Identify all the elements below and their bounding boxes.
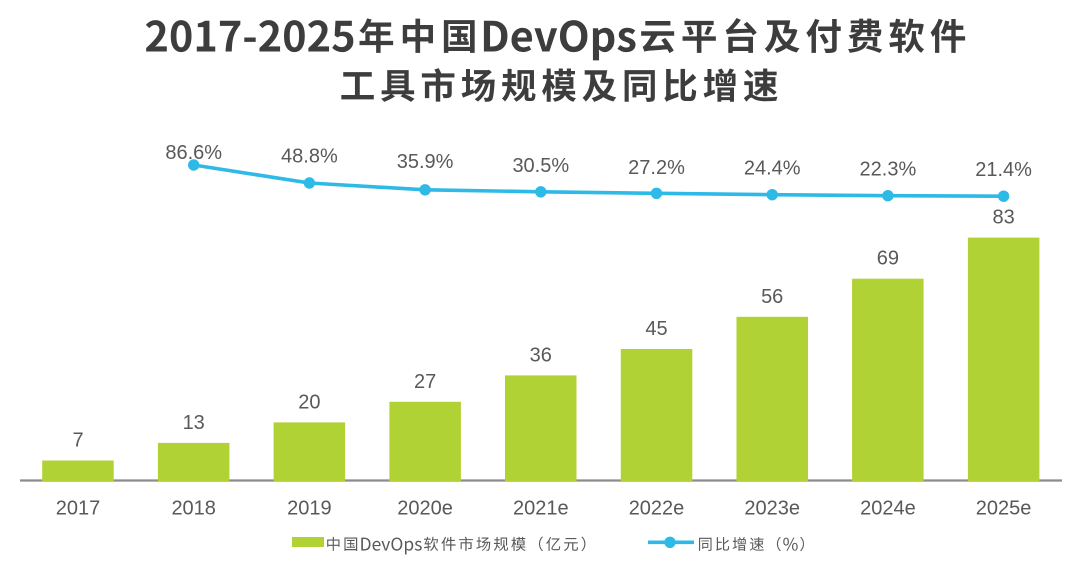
svg-text:2024e: 2024e bbox=[860, 497, 916, 519]
svg-text:56: 56 bbox=[761, 286, 783, 308]
svg-text:2019: 2019 bbox=[287, 497, 332, 519]
svg-text:13: 13 bbox=[183, 412, 205, 434]
svg-text:45: 45 bbox=[645, 318, 667, 340]
svg-text:2018: 2018 bbox=[171, 497, 216, 519]
svg-text:27.2%: 27.2% bbox=[628, 157, 685, 179]
svg-text:35.9%: 35.9% bbox=[397, 151, 454, 173]
svg-text:2025e: 2025e bbox=[976, 497, 1032, 519]
svg-text:27: 27 bbox=[414, 371, 436, 393]
svg-text:21.4%: 21.4% bbox=[975, 159, 1032, 181]
svg-text:30.5%: 30.5% bbox=[512, 155, 569, 177]
svg-text:69: 69 bbox=[877, 248, 899, 270]
svg-text:2021e: 2021e bbox=[513, 497, 569, 519]
svg-text:20: 20 bbox=[298, 391, 320, 413]
svg-text:2023e: 2023e bbox=[744, 497, 800, 519]
svg-text:2022e: 2022e bbox=[629, 497, 685, 519]
svg-text:7: 7 bbox=[72, 430, 83, 452]
svg-text:83: 83 bbox=[992, 207, 1014, 229]
svg-text:36: 36 bbox=[530, 344, 552, 366]
svg-text:24.4%: 24.4% bbox=[744, 158, 801, 180]
svg-text:2020e: 2020e bbox=[397, 497, 453, 519]
svg-text:48.8%: 48.8% bbox=[281, 146, 338, 168]
svg-text:22.3%: 22.3% bbox=[860, 159, 917, 181]
svg-text:2017: 2017 bbox=[56, 497, 101, 519]
svg-text:86.6%: 86.6% bbox=[165, 142, 222, 164]
